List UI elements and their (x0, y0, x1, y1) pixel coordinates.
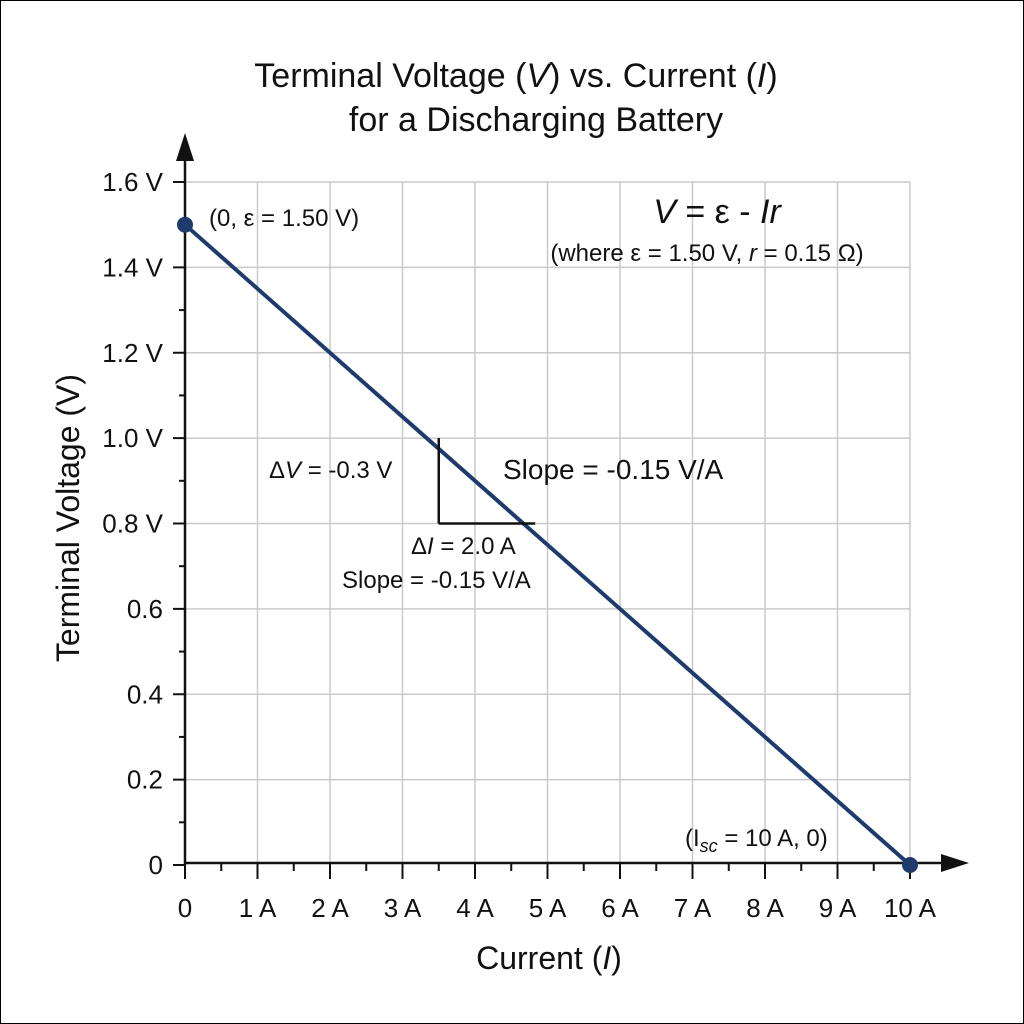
slope-triangle (437, 438, 536, 525)
point-label-isc: (Isc = 10 A, 0) (685, 825, 828, 856)
y-tick-label: 0 (149, 850, 163, 880)
chart-title-line2: for a Discharging Battery (349, 101, 723, 139)
delta-v-label: ΔV = -0.3 V (269, 457, 392, 484)
x-tick-label: 1 A (239, 893, 277, 923)
delta-i-label: ΔI = 2.0 A (411, 533, 516, 560)
equation-note: (where ε = 1.50 V, r = 0.15 Ω) (550, 240, 863, 267)
x-tick-label: 10 A (884, 893, 937, 923)
y-axis-arrow (176, 133, 194, 161)
series-group (183, 223, 912, 867)
y-tick-label: 1.2 V (102, 338, 163, 368)
chart-title-line1: Terminal Voltage (V) vs. Current (I) (254, 57, 777, 95)
y-tick-label: 1.0 V (102, 423, 163, 453)
x-tick-label: 7 A (674, 893, 712, 923)
data-point (177, 216, 193, 233)
slope-label-large: Slope = -0.15 V/A (503, 454, 724, 485)
y-axis-label: Terminal Voltage (V) (50, 374, 86, 662)
x-tick-label: 6 A (601, 893, 639, 923)
x-tick-label: 0 (178, 893, 192, 923)
x-axis-label: Current (I) (476, 940, 622, 976)
x-tick-label: 4 A (456, 893, 494, 923)
y-tick-label: 0.2 (127, 765, 163, 795)
series-line (183, 223, 912, 867)
x-tick-label: 9 A (819, 893, 857, 923)
axis-ticks: 0 1 A 2 A 3 A 4 A 5 A 6 A 7 A 8 A 9 A 10 A 0 0.2 0.4 0… (102, 167, 936, 923)
slope-label-small: Slope = -0.15 V/A (342, 567, 531, 594)
x-tick-label: 8 A (746, 893, 784, 923)
y-tick-label: 0.6 (127, 594, 163, 624)
y-tick-label: 0.4 (127, 679, 163, 709)
data-point (902, 857, 918, 873)
x-tick-label: 2 A (311, 893, 349, 923)
grid (185, 181, 911, 865)
x-axis-arrow (941, 854, 969, 872)
point-label-emf: (0, ε = 1.50 V) (209, 205, 359, 232)
x-tick-label: 3 A (384, 893, 422, 923)
equation: V = ε - Ir (653, 193, 782, 231)
points-group (177, 216, 918, 873)
y-tick-label: 1.6 V (102, 167, 163, 197)
x-tick-label: 5 A (529, 893, 567, 923)
y-tick-label: 1.4 V (102, 252, 163, 282)
y-tick-label: 0.8 V (102, 509, 163, 539)
